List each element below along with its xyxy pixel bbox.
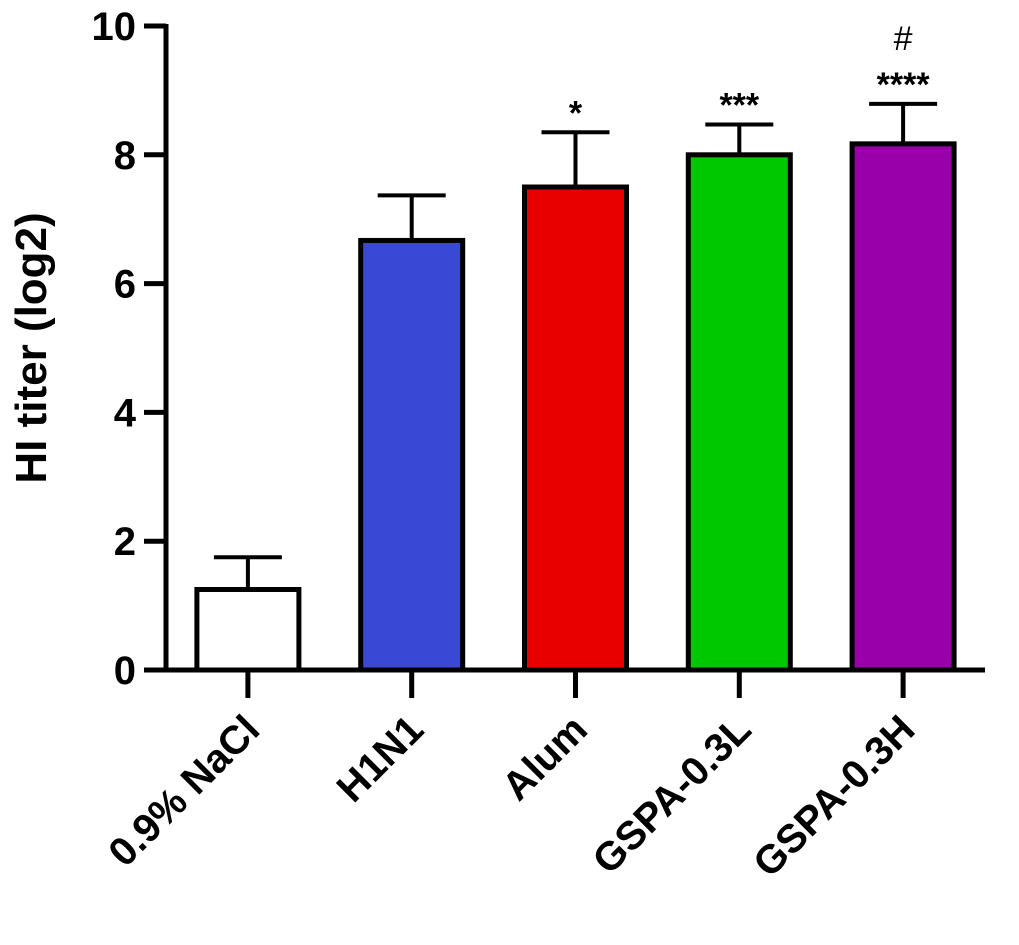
y-tick-label-1: 2 (114, 520, 136, 564)
significance-mark-4: **** (877, 66, 931, 104)
bar-0 (194, 587, 302, 673)
axes (144, 23, 985, 698)
category-label-3: GSPA-0.3L (584, 707, 759, 882)
category-label-0: 0.9% NaCl (100, 707, 268, 875)
y-tick-label-2: 4 (114, 391, 137, 435)
category-label-4: GSPA-0.3H (745, 707, 923, 885)
bar-2 (522, 184, 629, 673)
category-label-2: Alum (494, 707, 596, 809)
y-tick-label-3: 6 (114, 263, 136, 307)
bar-4 (849, 141, 957, 673)
significance-mark-2: * (569, 94, 583, 132)
significance-mark-3: *** (719, 87, 759, 125)
category-label-1: H1N1 (329, 707, 432, 810)
secondary-significance-mark-4: # (894, 20, 913, 58)
bar-1 (358, 237, 466, 673)
y-axis-label: HI titer (log2) (7, 212, 56, 483)
y-tick-label-0: 0 (114, 649, 136, 693)
bars (194, 101, 957, 673)
bar-3 (685, 152, 793, 673)
y-tick-label-5: 10 (92, 5, 137, 49)
y-tick-label-4: 8 (114, 134, 136, 178)
